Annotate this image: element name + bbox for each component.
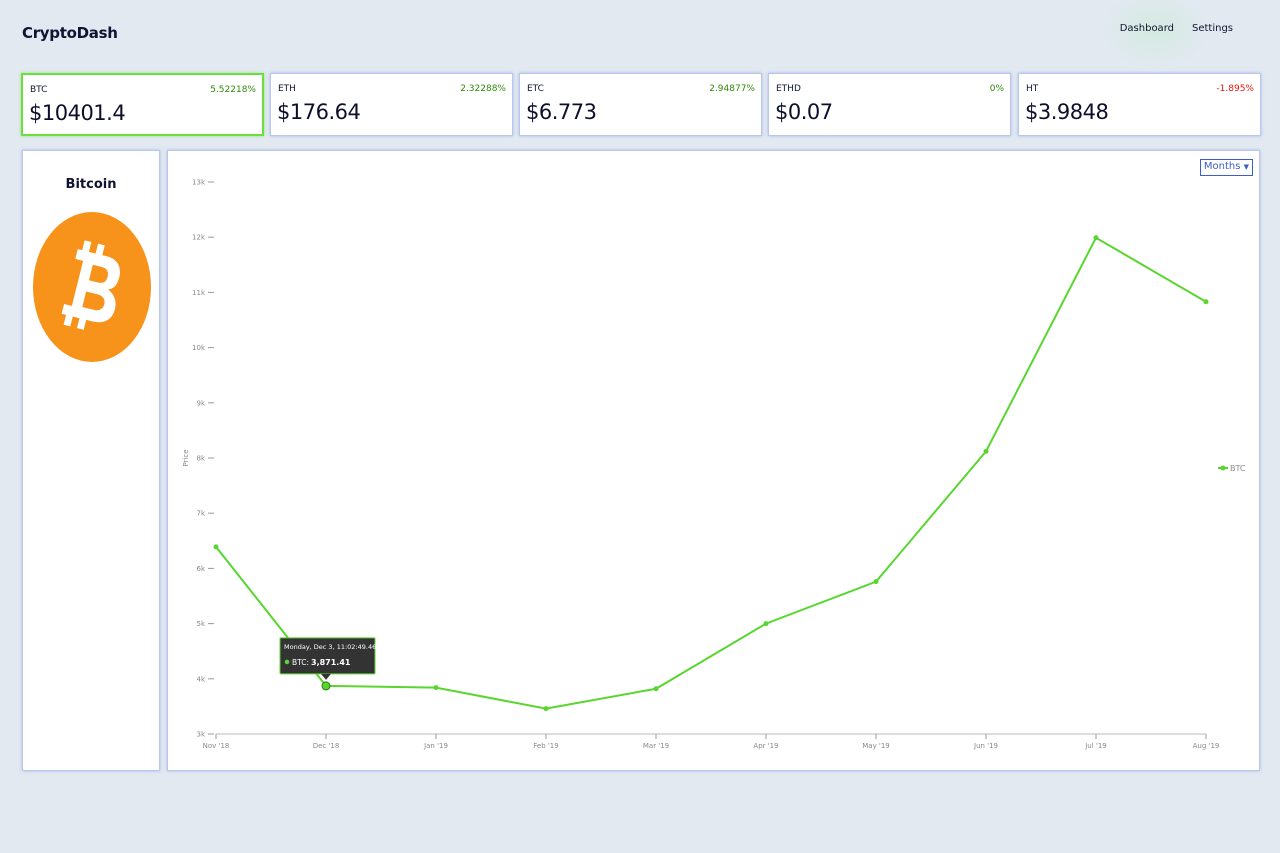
x-tick-label: Dec '18 bbox=[313, 742, 340, 750]
coin-name: Bitcoin bbox=[65, 177, 117, 192]
coin-spotlight: Bitcoin bbox=[22, 150, 160, 771]
coin-symbol: ETH bbox=[278, 84, 296, 94]
btc-series-line bbox=[215, 236, 1207, 710]
y-tick-label: 10k bbox=[192, 344, 206, 352]
data-point bbox=[321, 681, 331, 691]
app-logo[interactable]: CryptoDash bbox=[22, 24, 118, 42]
coin-card-eth[interactable]: ETH 2.32288% $176.64 bbox=[270, 73, 513, 136]
y-tick-label: 11k bbox=[192, 289, 206, 297]
x-tick-label: Jan '19 bbox=[423, 742, 448, 750]
y-axis-label: Price bbox=[182, 449, 190, 466]
coin-change: 0% bbox=[989, 84, 1004, 94]
nav-hover-glow bbox=[1100, 0, 1210, 70]
tooltip-marker bbox=[284, 659, 290, 665]
coin-price: $0.07 bbox=[775, 100, 833, 124]
data-point bbox=[1093, 235, 1099, 241]
x-tick-label: Mar '19 bbox=[643, 742, 669, 750]
y-tick-label: 4k bbox=[196, 675, 205, 683]
data-point bbox=[213, 544, 219, 550]
range-select-value: Months bbox=[1203, 161, 1241, 172]
coin-change: 2.32288% bbox=[460, 84, 506, 94]
y-tick-label: 8k bbox=[196, 455, 205, 463]
x-tick-label: Feb '19 bbox=[533, 742, 558, 750]
tooltip-pointer bbox=[321, 673, 331, 680]
coin-symbol: ETHD bbox=[776, 84, 801, 94]
coin-symbol: BTC bbox=[30, 85, 48, 95]
tooltip-value: 3,871.41 bbox=[311, 658, 351, 667]
coin-card-ht[interactable]: HT -1.895% $3.9848 bbox=[1018, 73, 1261, 136]
bitcoin-icon bbox=[33, 212, 151, 362]
coin-change: 2.94877% bbox=[709, 84, 755, 94]
coin-change: 5.52218% bbox=[210, 85, 256, 95]
tooltip-series: BTC: bbox=[292, 658, 309, 667]
tooltip-title: Monday, Dec 3, 11:02:49.462 bbox=[284, 643, 380, 651]
coin-symbol: HT bbox=[1026, 84, 1039, 94]
coin-price: $10401.4 bbox=[29, 101, 126, 125]
y-tick-label: 5k bbox=[196, 620, 205, 628]
coin-price: $3.9848 bbox=[1025, 100, 1109, 124]
price-chart-panel: Months ▼ 3k 4k 5k 6k 7k 8k 9k 10k 11k 12k 13k Price… bbox=[167, 150, 1260, 771]
y-tick-label: 6k bbox=[196, 565, 205, 573]
nav-settings[interactable]: Settings bbox=[1191, 23, 1233, 34]
data-point bbox=[543, 706, 549, 712]
data-point bbox=[763, 621, 769, 627]
x-tick-label: Nov '18 bbox=[203, 742, 230, 750]
legend-marker bbox=[1220, 465, 1226, 471]
coin-price: $6.773 bbox=[526, 100, 597, 124]
y-tick-label: 9k bbox=[196, 399, 205, 407]
coin-price: $176.64 bbox=[277, 100, 361, 124]
range-select[interactable]: Months ▼ bbox=[1199, 159, 1253, 176]
y-tick-label: 12k bbox=[192, 234, 206, 242]
coin-card-btc[interactable]: BTC 5.52218% $10401.4 bbox=[21, 73, 264, 136]
coin-symbol: ETC bbox=[527, 84, 544, 94]
data-point bbox=[1203, 299, 1209, 305]
price-chart[interactable]: 3k 4k 5k 6k 7k 8k 9k 10k 11k 12k 13k Price Nov '18 De… bbox=[168, 151, 1259, 770]
coin-card-etc[interactable]: ETC 2.94877% $6.773 bbox=[519, 73, 762, 136]
y-tick-label: 3k bbox=[196, 731, 205, 739]
coin-change: -1.895% bbox=[1216, 84, 1254, 94]
data-point bbox=[873, 579, 879, 585]
x-tick-label: Jun '19 bbox=[973, 742, 998, 750]
data-point bbox=[433, 685, 439, 691]
legend-label: BTC bbox=[1230, 464, 1246, 473]
data-point bbox=[653, 686, 659, 692]
x-tick-label: Jul '19 bbox=[1084, 742, 1107, 750]
x-tick-label: Apr '19 bbox=[753, 742, 778, 750]
x-tick-label: May '19 bbox=[862, 742, 890, 750]
coin-card-ethd[interactable]: ETHD 0% $0.07 bbox=[768, 73, 1011, 136]
data-point bbox=[983, 448, 989, 454]
chevron-down-icon: ▼ bbox=[1243, 163, 1249, 171]
top-nav: Dashboard Settings bbox=[1120, 23, 1233, 34]
y-tick-label: 13k bbox=[192, 179, 206, 187]
x-tick-label: Aug '19 bbox=[1193, 742, 1220, 750]
y-tick-label: 7k bbox=[196, 510, 205, 518]
nav-dashboard[interactable]: Dashboard bbox=[1119, 23, 1174, 34]
